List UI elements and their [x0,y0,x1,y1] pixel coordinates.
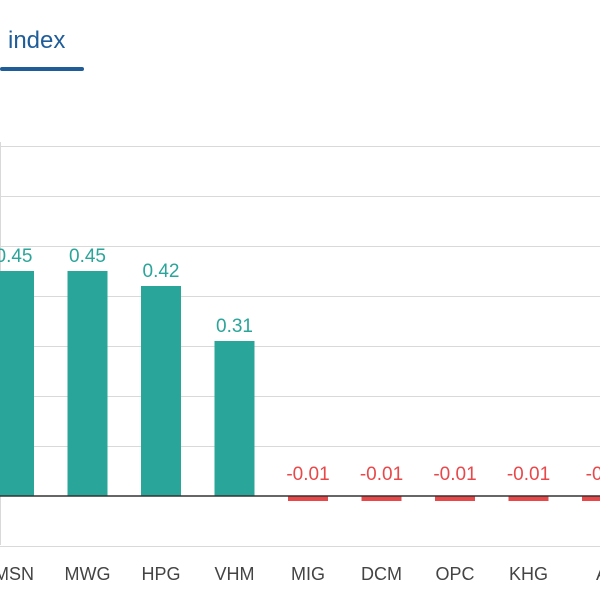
bar-hpg [141,286,181,496]
x-axis-tick-labels: MSN MWG HPG VHM MIG DCM OPC KHG A [0,564,600,584]
tick-label-vhm: VHM [215,564,255,584]
data-label-msn: 0.45 [0,246,32,267]
tick-label-msn: MSN [0,564,34,584]
data-label-khg: -0.01 [507,464,550,485]
tick-label-mig: MIG [291,564,325,584]
data-label-mig: -0.01 [286,464,329,485]
tab-bar: index [0,0,600,80]
tick-label-dcm: DCM [361,564,402,584]
data-label-hpg: 0.42 [143,261,180,282]
data-label-opc: -0.01 [433,464,476,485]
tab-index[interactable]: index [8,27,66,54]
bar-mwg [67,271,108,496]
bar-mig [288,496,328,501]
bar-dcm [361,496,402,501]
bars [0,271,600,501]
bar-khg [508,496,549,501]
data-label-a: -0.0 [586,464,600,485]
tick-label-opc: OPC [435,564,474,584]
data-label-vhm: 0.31 [216,316,253,337]
tick-label-khg: KHG [509,564,548,584]
data-labels: 0.45 0.45 0.42 0.31 -0.01 -0.01 -0.01 -0.01 -0.0 [0,246,600,485]
tab-active-underline [0,67,84,71]
tick-label-hpg: HPG [141,564,180,584]
bar-msn [0,271,34,496]
bar-vhm [214,341,255,496]
data-label-dcm: -0.01 [360,464,403,485]
bar-opc [435,496,475,501]
data-label-mwg: 0.45 [69,246,106,267]
bar-a [582,496,600,501]
tick-label-a: A [596,564,600,584]
tick-label-mwg: MWG [65,564,111,584]
